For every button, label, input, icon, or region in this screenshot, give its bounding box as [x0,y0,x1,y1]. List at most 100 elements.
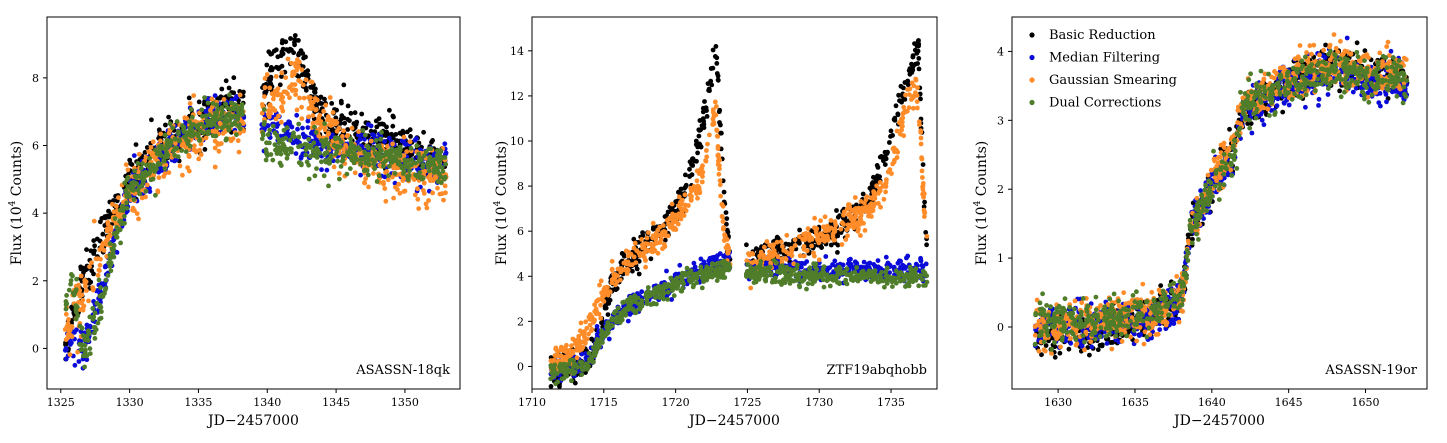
data-point [162,132,168,138]
data-point [186,154,192,160]
data-point [401,134,407,140]
data-point [621,260,627,266]
data-point [673,227,679,233]
data-point [832,229,838,234]
data-point [147,155,153,161]
data-point [835,214,841,220]
x-tick-label: 1350 [391,396,419,409]
data-point [93,327,99,332]
data-point [783,256,789,262]
data-point [78,266,84,272]
data-point [265,123,271,128]
data-point [75,349,80,355]
data-point [272,142,278,148]
data-point [341,115,347,121]
data-point [881,196,887,202]
data-point [778,239,784,245]
data-point [414,143,420,149]
data-point [770,277,776,283]
data-point [366,162,372,168]
data-point [710,107,716,113]
data-point [314,166,319,172]
data-point [780,244,785,249]
data-point [661,241,667,247]
data-point [103,286,109,291]
data-point [296,144,301,150]
data-point [878,204,883,210]
data-point [237,122,242,128]
data-point [624,267,629,272]
data-point [373,138,379,143]
data-point [639,298,645,303]
data-point [103,277,109,283]
data-point [720,226,726,232]
data-point [860,191,866,197]
data-point [98,219,103,225]
data-point [202,95,208,100]
data-point [363,132,368,138]
data-point [333,115,339,121]
data-point [804,286,809,292]
data-point [373,118,379,124]
data-point [291,130,296,136]
data-point [135,160,141,166]
data-point [197,138,202,143]
data-point [879,269,884,275]
data-point [900,115,906,121]
data-point [370,146,376,152]
data-point [711,121,717,127]
data-point [321,173,327,179]
data-point [306,106,312,111]
data-point [377,121,383,127]
data-point [381,121,386,127]
data-point [63,306,69,312]
data-point [91,271,96,277]
data-point [614,279,620,284]
data-point [436,159,442,165]
data-point [574,355,580,361]
data-point [898,258,903,264]
data-point [426,198,431,203]
data-point [65,321,71,326]
data-point [171,148,176,154]
data-point [111,209,117,215]
data-point [360,128,366,133]
data-point [643,264,648,270]
data-point [196,156,202,162]
data-point [335,158,340,164]
data-point [725,250,731,256]
data-point [705,141,710,147]
data-point [162,166,168,172]
data-point [381,164,386,169]
data-point [920,162,926,168]
data-point [905,253,911,259]
data-point [412,192,418,198]
data-point [290,88,295,93]
data-point [797,284,803,290]
data-point [293,92,298,97]
data-point [362,180,368,186]
data-point [783,241,789,247]
data-point [280,51,286,57]
data-point [700,117,706,122]
data-point [114,234,119,240]
data-point [117,218,122,224]
data-point [147,185,152,191]
data-point [241,128,247,134]
data-point [310,120,316,126]
data-point [686,203,691,208]
data-point [387,163,392,169]
data-point [338,164,344,169]
data-point [687,159,693,165]
data-point [63,337,69,343]
data-point [384,144,390,149]
data-point [442,155,448,160]
data-point [136,151,142,157]
data-point [687,174,692,179]
data-point [296,51,302,56]
data-point [313,130,319,135]
data-point [107,241,113,247]
data-point [155,189,161,195]
data-point [278,119,284,125]
